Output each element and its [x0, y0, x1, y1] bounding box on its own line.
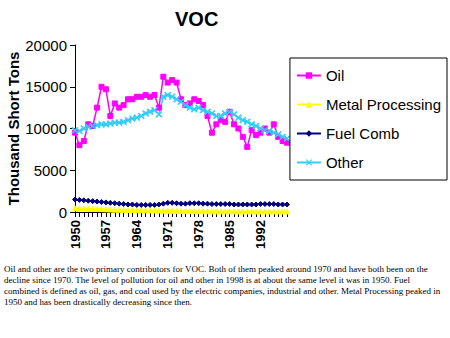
- svg-text:10000: 10000: [25, 120, 67, 137]
- svg-text:Thousand Short Tons: Thousand Short Tons: [5, 52, 22, 206]
- svg-text:1992: 1992: [253, 220, 268, 249]
- html-text:Oil and other are the two prim: Oil and other are the two primary contri…: [4, 264, 441, 307]
- svg-text:1985: 1985: [222, 220, 237, 249]
- svg-text:Oil: Oil: [326, 67, 344, 84]
- svg-text:Other: Other: [326, 154, 364, 171]
- svg-text:1978: 1978: [191, 220, 206, 249]
- svg-text:1957: 1957: [98, 220, 113, 249]
- svg-text:VOC: VOC: [175, 8, 218, 30]
- svg-text:0: 0: [59, 204, 67, 221]
- svg-text:20000: 20000: [25, 37, 67, 54]
- svg-text:Fuel Comb: Fuel Comb: [326, 125, 399, 142]
- svg-text:15000: 15000: [25, 78, 67, 95]
- svg-text:1950: 1950: [68, 220, 83, 249]
- svg-text:1971: 1971: [160, 220, 175, 249]
- svg-text:5000: 5000: [34, 162, 67, 179]
- svg-text:Metal Processing: Metal Processing: [326, 96, 441, 113]
- svg-text:1964: 1964: [129, 219, 144, 249]
